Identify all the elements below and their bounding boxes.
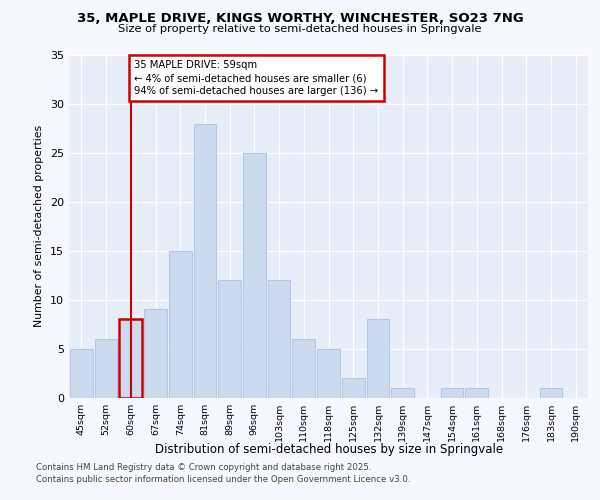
Bar — [367, 319, 389, 398]
Text: Distribution of semi-detached houses by size in Springvale: Distribution of semi-detached houses by … — [155, 442, 503, 456]
Bar — [169, 250, 191, 398]
Bar — [317, 348, 340, 398]
Bar — [441, 388, 463, 398]
Bar — [194, 124, 216, 398]
Bar — [292, 339, 315, 398]
Bar — [391, 388, 414, 398]
Bar — [268, 280, 290, 398]
Bar — [342, 378, 365, 398]
Bar — [539, 388, 562, 398]
Y-axis label: Number of semi-detached properties: Number of semi-detached properties — [34, 125, 44, 328]
Text: 35, MAPLE DRIVE, KINGS WORTHY, WINCHESTER, SO23 7NG: 35, MAPLE DRIVE, KINGS WORTHY, WINCHESTE… — [77, 12, 523, 26]
Bar — [144, 310, 167, 398]
Bar — [243, 153, 266, 398]
Text: Contains public sector information licensed under the Open Government Licence v3: Contains public sector information licen… — [36, 475, 410, 484]
Bar — [70, 348, 93, 398]
Bar — [466, 388, 488, 398]
Text: Size of property relative to semi-detached houses in Springvale: Size of property relative to semi-detach… — [118, 24, 482, 34]
Text: Contains HM Land Registry data © Crown copyright and database right 2025.: Contains HM Land Registry data © Crown c… — [36, 464, 371, 472]
Bar — [119, 319, 142, 398]
Bar — [218, 280, 241, 398]
Text: 35 MAPLE DRIVE: 59sqm
← 4% of semi-detached houses are smaller (6)
94% of semi-d: 35 MAPLE DRIVE: 59sqm ← 4% of semi-detac… — [134, 60, 379, 96]
Bar — [95, 339, 118, 398]
